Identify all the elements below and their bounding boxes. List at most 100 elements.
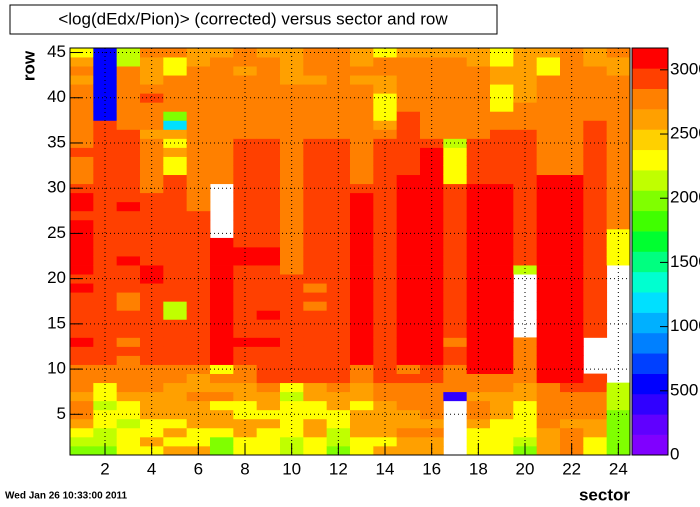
heat-cell [280,129,304,139]
heat-cell [466,57,491,67]
heat-cell [490,219,514,230]
heat-cell [560,210,584,221]
heat-cell [280,165,304,176]
palette-band [632,292,668,313]
heat-cell [443,138,468,148]
heat-cell [490,102,514,112]
heat-cell [443,75,468,85]
heat-cell [70,57,94,67]
heat-cell [140,120,164,130]
heat-cell [256,418,281,429]
heat-cell [490,237,514,248]
heat-cell [373,328,398,338]
heat-cell [396,246,421,257]
heat-cell [163,183,188,194]
heat-cell [303,84,328,94]
heat-cell [536,183,561,194]
z-tick-label: 0 [670,444,679,463]
heat-cell [163,382,188,393]
heat-cell [350,382,374,393]
heat-cell [140,436,164,447]
heat-cell [443,111,468,121]
heat-cell [280,246,304,257]
heat-cell [140,129,164,139]
heat-cell [303,445,328,456]
heat-cell [326,102,351,112]
heat-cell [93,165,118,176]
palette-band [632,312,668,334]
heat-cell [256,228,281,239]
heat-cell [373,237,398,248]
heat-cell [303,57,328,67]
heat-cell [256,265,281,275]
heat-cell [443,256,468,266]
heat-cell [443,265,468,275]
heat-cell [420,328,444,338]
heat-cell [373,228,398,239]
heat-cell [560,310,584,320]
heat-cell [256,283,281,293]
heat-cell [186,66,211,76]
y-tick-label: 30 [47,178,66,197]
palette-band [632,271,668,293]
heat-cell [233,237,258,248]
heat-cell [536,364,561,374]
heat-cell [490,165,514,176]
heat-cell [280,174,304,185]
heat-cell [140,75,164,85]
heat-cell [350,427,374,438]
heat-cell [140,346,164,356]
heat-cell [583,400,608,411]
x-tick-label: 20 [516,459,535,478]
heat-cell [233,283,258,293]
heat-cell [373,75,398,85]
heat-cell [606,192,631,203]
heat-cell [350,418,374,429]
heat-cell [140,192,164,203]
heat-cell [233,409,258,420]
heat-cell [326,283,351,293]
heat-cell [513,228,538,239]
heat-cell [490,310,514,320]
heat-cell [583,156,608,166]
heat-cell [233,192,258,203]
heat-cell [93,75,118,85]
heat-cell [443,48,468,58]
heat-cell [163,147,188,157]
heat-cell [116,373,141,384]
heat-cell [490,120,514,130]
heat-cell [350,256,374,266]
heat-cell [490,328,514,338]
heat-cell [303,256,328,266]
heat-cell [513,373,538,384]
heat-cell [350,328,374,338]
heat-cell [303,201,328,212]
heat-cell [116,283,141,293]
heat-cell [560,373,584,384]
x-tick-label: 22 [562,459,581,478]
heat-cell [326,192,351,203]
heat-cell [443,337,468,347]
heat-cell [303,418,328,429]
heat-cell [513,418,538,429]
heat-cell [210,75,234,85]
heat-cell [420,210,444,221]
heat-cell [163,210,188,221]
heat-cell [583,165,608,176]
heat-cell [303,391,328,402]
heat-cell [116,427,141,438]
heat-cell [326,400,351,411]
heat-cell [606,201,631,212]
heat-cell [350,183,374,194]
heat-cell [70,165,94,176]
heat-cell [396,319,421,329]
heat-cell [373,210,398,221]
heat-cell [303,111,328,121]
heat-cell [583,147,608,157]
heat-cell [116,346,141,356]
heat-cell [606,66,631,76]
heat-cell [396,210,421,221]
heat-cell [70,373,94,384]
z-tick-label: 3000 [670,59,700,78]
heat-cell [490,274,514,284]
